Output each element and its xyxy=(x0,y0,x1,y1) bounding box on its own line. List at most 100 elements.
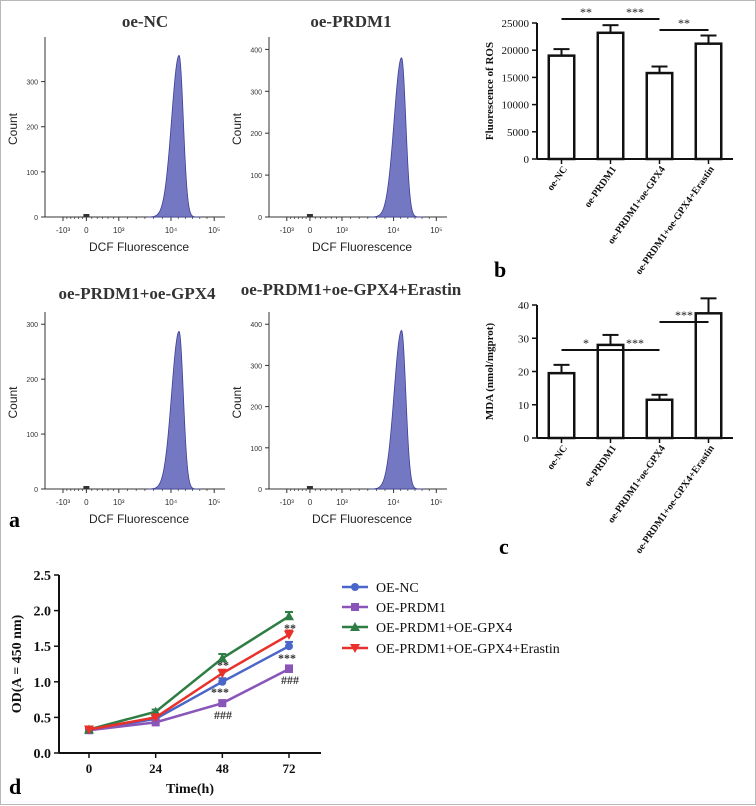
series-oe-prdm1-oe-gpx4 xyxy=(84,611,294,734)
y-tick-label: 200 xyxy=(250,131,262,138)
y-axis-label: OD(A = 450 nm) xyxy=(10,614,25,713)
y-tick-label: 0 xyxy=(34,487,38,494)
flow-panel-oe-prdm1-oe-gpx4: oe-PRDM1+oe-GPX4 0 100 200 300 Count -10³ 0 10³ 1… xyxy=(6,284,225,526)
bar-oe-prdm1 xyxy=(596,343,625,440)
data-point xyxy=(285,642,293,651)
x-tick-label: 0 xyxy=(84,498,89,507)
bar-oe-prdm1-oe-gpx4-erastin xyxy=(694,42,723,161)
series-oe-prdm1-oe-gpx4-erastin xyxy=(84,629,294,735)
annotation: ### xyxy=(281,673,299,687)
x-tick-label: 10⁵ xyxy=(208,498,220,507)
y-tick-label: 0 xyxy=(258,215,262,222)
legend-swatch-marker xyxy=(350,622,360,631)
y-tick-label: 20 xyxy=(518,367,530,379)
data-point xyxy=(284,611,294,621)
panel-label-d: d xyxy=(9,774,21,799)
series-line xyxy=(88,633,290,731)
y-tick-label: 100 xyxy=(250,173,262,180)
flow-title: oe-PRDM1 xyxy=(310,12,391,31)
y-tick-label: 0.5 xyxy=(34,711,52,726)
x-tick-label: oe-NC xyxy=(545,164,570,193)
x-tick-label: oe-PRDM1+oe-GPX4+Erastin xyxy=(634,443,718,556)
y-tick-label: 300 xyxy=(26,322,38,329)
x-axis-label: DCF Fluorescence xyxy=(89,512,189,526)
histogram-peak xyxy=(147,330,202,490)
od-line-chart: 0.0 0.5 1.0 1.5 2.0 2.5 0 24 48 72 Time(h) OD(A = 4… xyxy=(10,569,560,797)
legend-label: OE-PRDM1 xyxy=(376,601,446,616)
x-tick-label: -10³ xyxy=(56,498,71,507)
annotation: *** xyxy=(278,651,296,665)
y-tick-label: 10000 xyxy=(502,100,530,112)
panel-label-b: b xyxy=(494,257,506,282)
legend-label: OE-PRDM1+OE-GPX4+Erastin xyxy=(376,642,560,657)
x-axis-label: DCF Fluorescence xyxy=(312,512,412,526)
x-tick-label: 0 xyxy=(84,226,89,235)
histogram-peak xyxy=(369,329,424,490)
mda-bar-chart: 0 10 20 30 40 MDA (nmol/mgprot) oe-NC oe-PRDM1 o… xyxy=(484,297,733,556)
significance-label: *** xyxy=(626,336,644,350)
y-tick-label: 0 xyxy=(34,215,38,222)
legend-label: OE-PRDM1+OE-GPX4 xyxy=(376,621,512,636)
flow-panel-oe-nc: oe-NC 0 100 200 300 Count -10³ 0 10³ 10⁴ 10⁵ DCF Fl… xyxy=(6,12,225,254)
x-tick-label: 0 xyxy=(308,498,313,507)
x-tick-label: 48 xyxy=(216,761,230,776)
y-axis-label: Count xyxy=(6,112,20,145)
annotation: ** xyxy=(217,658,229,672)
significance-label: * xyxy=(583,336,589,350)
x-tick-label: 10³ xyxy=(113,226,125,235)
series-line xyxy=(88,645,290,732)
bar-oe-prdm1-oe-gpx4-erastin xyxy=(694,312,723,440)
zero-events xyxy=(83,214,90,217)
x-tick-label: 10³ xyxy=(336,498,348,507)
x-tick-label: -10³ xyxy=(56,226,71,235)
annotation: ### xyxy=(214,708,232,722)
y-tick-label: 200 xyxy=(250,405,262,412)
x-tick-label: 0 xyxy=(86,761,93,776)
x-axis-label: DCF Fluorescence xyxy=(89,240,189,254)
flow-title: oe-NC xyxy=(122,12,168,31)
x-tick-label: 10⁵ xyxy=(208,226,220,235)
flow-panel-oe-prdm1-oe-gpx4-erastin: oe-PRDM1+oe-GPX4+Erastin 0 100 200 300 400 Cou… xyxy=(230,280,462,526)
histogram-peak xyxy=(369,57,424,218)
y-tick-label: 40 xyxy=(518,300,530,312)
ros-bar-chart: 0 5000 10000 15000 20000 25000 Fluorescence of… xyxy=(484,5,733,277)
y-axis-label: Count xyxy=(6,386,20,419)
y-axis-label: Count xyxy=(230,112,244,145)
y-tick-label: 1.5 xyxy=(34,640,52,655)
zero-events xyxy=(306,214,313,217)
significance-label: *** xyxy=(626,5,644,19)
histogram-peak xyxy=(147,54,202,218)
legend-swatch-marker xyxy=(351,583,359,591)
flow-title: oe-PRDM1+oe-GPX4+Erastin xyxy=(241,280,462,299)
bar-oe-nc xyxy=(547,371,576,440)
y-axis-label: Fluorescence of ROS xyxy=(484,42,496,140)
y-tick-label: 0 xyxy=(524,154,530,166)
y-tick-label: 0.0 xyxy=(34,747,52,762)
x-tick-label: -10³ xyxy=(280,498,295,507)
annotation: *** xyxy=(211,685,229,699)
x-tick-label: 10⁴ xyxy=(165,226,178,235)
legend-swatch-marker xyxy=(350,644,360,653)
y-tick-label: 100 xyxy=(26,170,38,177)
x-tick-label: 10⁵ xyxy=(430,498,442,507)
y-tick-label: 200 xyxy=(26,125,38,132)
series-oe-nc xyxy=(85,640,293,735)
y-tick-label: 0 xyxy=(258,487,262,494)
x-tick-label: 10⁵ xyxy=(430,226,442,235)
series-line xyxy=(88,615,290,731)
y-tick-label: 2.0 xyxy=(34,605,52,620)
x-tick-label: 10³ xyxy=(113,498,125,507)
series-line xyxy=(88,667,290,732)
legend-swatch-marker xyxy=(351,603,359,611)
y-tick-label: 10 xyxy=(518,400,530,412)
bar-oe-nc xyxy=(547,54,576,161)
x-axis-label: Time(h) xyxy=(166,782,214,797)
y-tick-label: 300 xyxy=(26,80,38,87)
data-point xyxy=(218,677,227,686)
x-tick-label: 0 xyxy=(308,226,313,235)
data-point xyxy=(285,664,293,673)
data-point xyxy=(217,669,228,679)
y-tick-label: 300 xyxy=(250,89,262,96)
legend-label: OE-NC xyxy=(376,581,419,596)
y-tick-label: 400 xyxy=(250,47,262,54)
